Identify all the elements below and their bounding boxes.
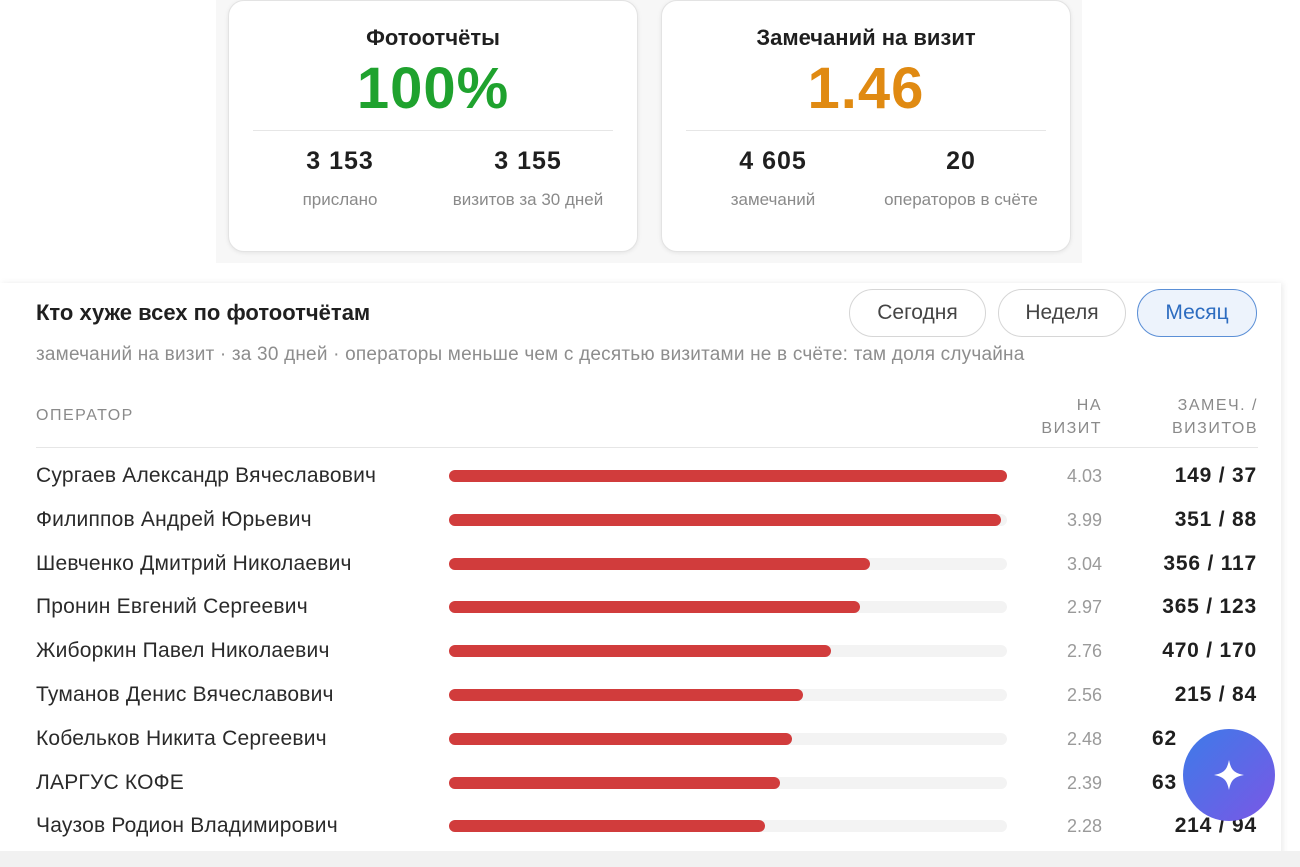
bar — [449, 732, 793, 745]
stat-label: визитов за 30 дней — [452, 190, 604, 209]
panel-subtitle: замечаний на визит · за 30 дней · операт… — [36, 344, 1025, 365]
card-divider — [253, 130, 613, 131]
stat-card: Фотоотчёты 100% 3 153 прислано 3 155 визитов … — [228, 0, 638, 252]
tab[interactable]: Неделя — [998, 289, 1126, 337]
stat: 4 605 замечаний — [678, 147, 868, 212]
card-divider — [686, 130, 1046, 131]
bar — [449, 470, 1007, 482]
counts: 63 — [1152, 770, 1177, 794]
bar-track — [449, 645, 1007, 658]
bar — [449, 645, 832, 658]
panel-title: Кто хуже всех по фотоотчётам — [36, 300, 371, 325]
bar — [449, 513, 1002, 526]
bottom-strip — [0, 851, 1300, 867]
rate-value: 3.99 — [1066, 509, 1102, 530]
operator-name: Туманов Денис Вячеславович — [36, 683, 334, 706]
operator-name: Жиборкин Павел Николаевич — [36, 639, 330, 663]
rate-value: 2.76 — [1066, 641, 1102, 662]
operator-name: Кобельков Никита Сергеевич — [36, 726, 327, 750]
counts: 356 / 117 — [1163, 551, 1257, 575]
column-header: ЗАМЕЧ. / ВИЗИТОВ — [1171, 397, 1258, 437]
rate-value: 2.56 — [1066, 685, 1102, 705]
operator-name: Сургаев Александр Вячеславович — [36, 464, 377, 487]
operator-name: Шевченко Дмитрий Николаевич — [36, 551, 352, 575]
bar-track — [449, 776, 1007, 789]
bar-track — [449, 689, 1007, 701]
assistant-button[interactable] — [1181, 727, 1277, 823]
stat: 3 155 визитов за 30 дней — [433, 147, 623, 212]
card-title: Замечаний на визит — [756, 25, 976, 50]
bar-track — [449, 732, 1007, 745]
bar-track — [449, 601, 1007, 614]
column-header: НА ВИЗИТ — [1041, 397, 1102, 437]
stat-label: прислано — [302, 190, 378, 209]
header-divider — [36, 447, 1258, 448]
stat-label: замечаний — [730, 190, 816, 209]
bar — [449, 557, 870, 570]
stat-label: операторов в счёте — [884, 190, 1038, 209]
counts: 470 / 170 — [1162, 639, 1257, 663]
counts: 351 / 88 — [1174, 507, 1257, 531]
bar — [449, 601, 861, 614]
card-title: Фотоотчёты — [366, 25, 500, 50]
stat-value: 3 153 — [306, 147, 374, 175]
column-header: ОПЕРАТОР — [36, 407, 134, 424]
stat: 20 операторов в счёте — [866, 147, 1056, 212]
counts: 62 — [1152, 726, 1177, 750]
sparkle-icon — [1214, 760, 1244, 790]
bar-track — [449, 513, 1007, 526]
bar — [449, 776, 780, 789]
rate-value: 4.03 — [1066, 466, 1102, 486]
counts: 365 / 123 — [1162, 595, 1257, 619]
counts: 215 / 84 — [1174, 683, 1257, 706]
stat-value: 4 605 — [739, 147, 807, 175]
card-value: 100% — [356, 56, 510, 121]
card-value: 1.46 — [807, 56, 925, 121]
stat-value: 3 155 — [494, 147, 562, 175]
operator-name: Чаузов Родион Владимирович — [36, 814, 338, 838]
bar-track — [449, 820, 1007, 833]
bar — [449, 820, 765, 833]
rate-value: 2.39 — [1066, 772, 1102, 793]
rate-value: 2.97 — [1066, 597, 1102, 618]
rate-value: 2.28 — [1066, 816, 1102, 837]
stat-value: 20 — [946, 147, 976, 175]
stat: 3 153 прислано — [245, 147, 435, 212]
rate-value: 2.48 — [1066, 728, 1102, 749]
bar-track — [449, 557, 1007, 570]
operator-name: Пронин Евгений Сергеевич — [36, 595, 308, 619]
ranking-panel — [0, 283, 1281, 867]
bar-track — [449, 470, 1007, 482]
tab[interactable]: Сегодня — [849, 289, 986, 337]
rate-value: 3.04 — [1066, 553, 1102, 574]
tab[interactable]: Месяц — [1137, 289, 1257, 337]
operator-name: ЛАРГУС КОФЕ — [36, 770, 185, 794]
stat-card: Замечаний на визит 1.46 4 605 замечаний 20 оп… — [661, 0, 1071, 252]
bar — [449, 689, 804, 701]
operator-name: Филиппов Андрей Юрьевич — [36, 507, 312, 531]
counts: 149 / 37 — [1174, 464, 1257, 487]
